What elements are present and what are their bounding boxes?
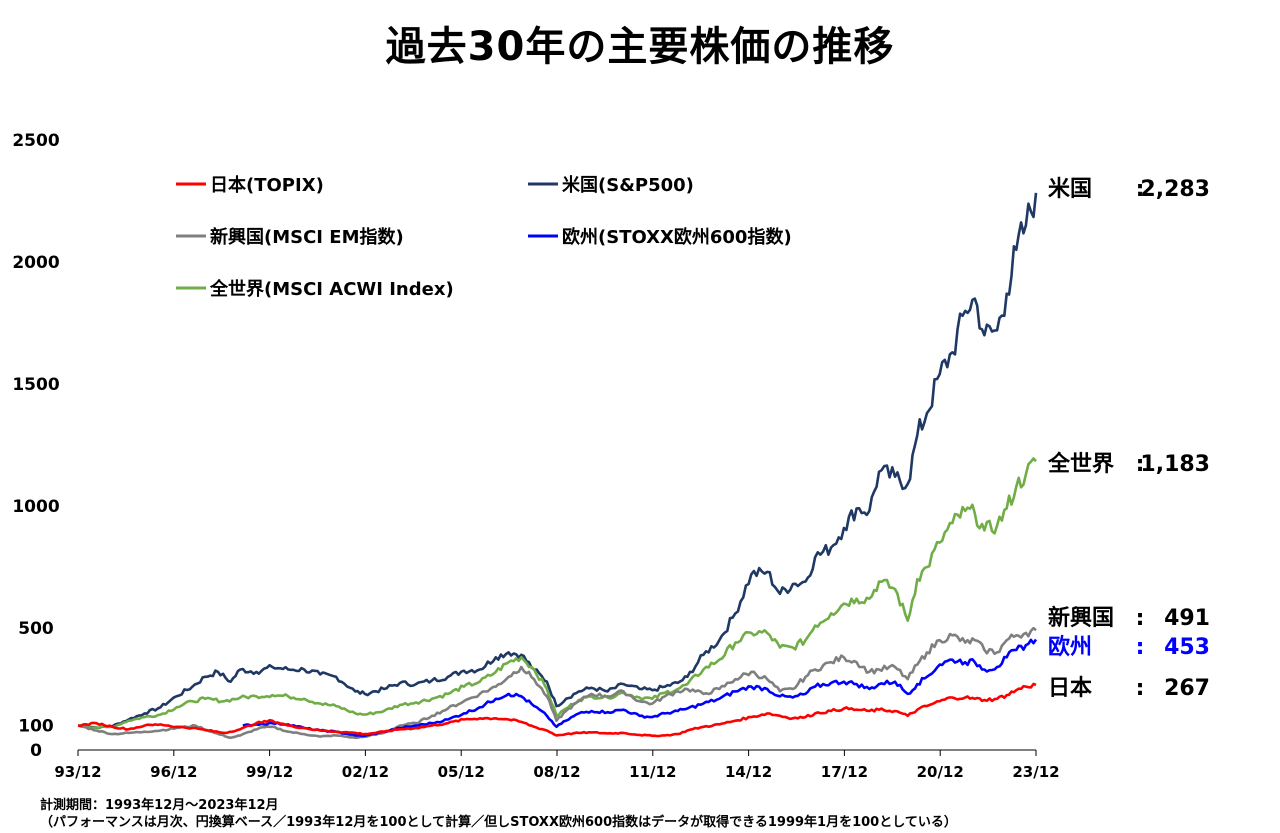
series-line-usa <box>77 192 1038 730</box>
series-lines <box>77 192 1038 740</box>
footnote-period: 計測期間：1993年12月～2023年12月 <box>40 798 279 813</box>
end-value-world: 1,183 <box>1140 452 1210 477</box>
footnote-method: （パフォーマンスは月次、円換算ベース／1993年12月を100として計算／但しS… <box>40 815 957 830</box>
end-value-em: 491 <box>1164 606 1210 631</box>
end-value-japan: 267 <box>1164 676 1210 701</box>
y-tick-label: 1000 <box>12 497 59 517</box>
end-separator: : <box>1136 452 1145 477</box>
y-axis: 0 100 500 1000 1500 2000 2500 <box>12 131 59 761</box>
series-line-world <box>77 457 1037 730</box>
x-tick-label: 05/12 <box>438 763 485 781</box>
legend-label-world: 全世界(MSCI ACWI Index) <box>209 278 454 300</box>
x-tick-label: 99/12 <box>246 763 293 781</box>
legend-label-em: 新興国(MSCI EM指数) <box>210 226 404 248</box>
x-tick-label: 17/12 <box>821 763 868 781</box>
end-label-em: 新興国 <box>1048 605 1114 631</box>
x-tick-label: 93/12 <box>54 763 101 781</box>
x-axis: 93/12 96/12 99/12 02/12 05/12 08/12 11/12 14/12… <box>54 750 1060 781</box>
x-tick-label: 08/12 <box>533 763 580 781</box>
series-line-japan <box>77 682 1037 738</box>
end-label-world: 全世界 <box>1047 451 1114 477</box>
x-tick-label: 20/12 <box>917 763 964 781</box>
end-value-usa: 2,283 <box>1140 177 1210 202</box>
end-separator: : <box>1136 676 1145 701</box>
x-tick-label: 96/12 <box>150 763 197 781</box>
end-label-japan: 日本 <box>1048 676 1092 701</box>
y-tick-label: 1500 <box>12 375 59 395</box>
legend: 日本(TOPIX) 米国(S&P500) 新興国(MSCI EM指数) 欧州(STOX… <box>176 174 792 300</box>
end-value-europe: 453 <box>1164 635 1210 660</box>
x-tick-label: 14/12 <box>725 763 772 781</box>
chart-title: 過去30年の主要株価の推移 <box>385 24 895 70</box>
y-tick-label: 100 <box>18 717 54 737</box>
end-separator: : <box>1136 635 1145 660</box>
legend-label-europe: 欧州(STOXX欧州600指数) <box>562 226 792 248</box>
end-separator: : <box>1136 177 1145 202</box>
legend-label-japan: 日本(TOPIX) <box>210 174 324 196</box>
x-tick-label: 02/12 <box>342 763 389 781</box>
end-label-europe: 欧州 <box>1048 634 1092 660</box>
legend-label-usa: 米国(S&P500) <box>562 174 694 196</box>
y-tick-label: 2500 <box>12 131 59 151</box>
x-tick-label: 23/12 <box>1012 763 1059 781</box>
x-tick-label: 11/12 <box>629 763 676 781</box>
end-separator: : <box>1136 606 1145 631</box>
series-line-em <box>77 626 1037 740</box>
y-tick-label: 0 <box>30 741 42 761</box>
end-label-usa: 米国 <box>1048 177 1092 202</box>
y-tick-label: 500 <box>18 619 54 639</box>
y-tick-label: 2000 <box>12 253 59 273</box>
